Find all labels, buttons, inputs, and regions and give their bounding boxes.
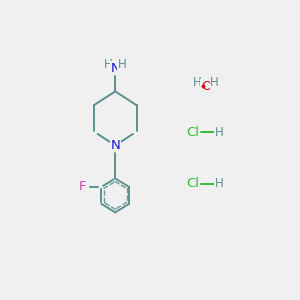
Text: F: F [79,180,87,194]
Text: H: H [104,58,113,71]
Text: N: N [110,139,120,152]
Text: Cl: Cl [187,126,200,139]
Text: H: H [210,76,219,89]
Text: H: H [118,58,127,71]
Text: O: O [201,80,211,92]
Text: N: N [110,62,120,75]
Text: H: H [215,177,224,190]
Text: H: H [193,76,202,89]
Text: H: H [215,126,224,139]
Text: Cl: Cl [187,177,200,190]
